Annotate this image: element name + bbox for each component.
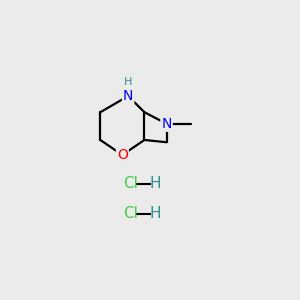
Text: N: N bbox=[123, 89, 134, 103]
Text: H: H bbox=[124, 77, 132, 87]
Text: N: N bbox=[161, 117, 172, 131]
Text: H: H bbox=[149, 176, 161, 191]
Text: H: H bbox=[149, 206, 161, 221]
Text: methyl: methyl bbox=[192, 122, 197, 124]
Text: Cl: Cl bbox=[123, 206, 138, 221]
Text: Cl: Cl bbox=[123, 176, 138, 191]
Text: O: O bbox=[117, 148, 128, 162]
